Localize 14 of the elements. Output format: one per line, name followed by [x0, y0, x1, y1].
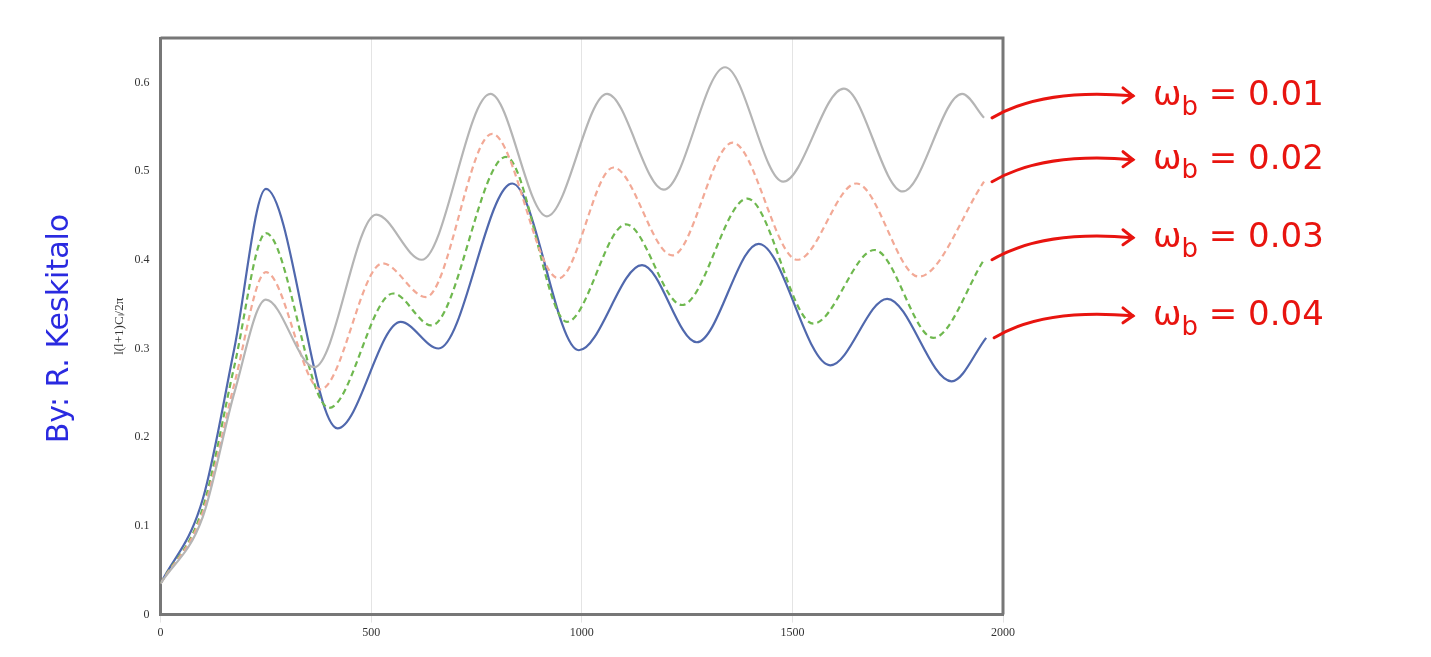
y-tick-label: 0.6: [134, 74, 150, 89]
x-tick-label: 0: [157, 624, 164, 639]
text: By: R. Keskitalo: [40, 213, 76, 444]
y-tick-label: 0.1: [134, 518, 150, 533]
y-tick-label: 0.3: [134, 340, 150, 355]
y-axis-title: l(l+1)Cₗ/2π: [111, 297, 127, 355]
y-tick-label: 0.5: [134, 163, 150, 178]
y-tick-label: 0.2: [134, 429, 150, 444]
x-tick-label: 2000: [991, 624, 1015, 639]
x-tick-label: 500: [362, 624, 381, 639]
x-tick-label: 1000: [569, 624, 594, 639]
y-tick-label: 0.4: [134, 251, 150, 266]
x-tick-label: 1500: [780, 624, 805, 639]
y-tick-label: 0: [143, 606, 150, 621]
